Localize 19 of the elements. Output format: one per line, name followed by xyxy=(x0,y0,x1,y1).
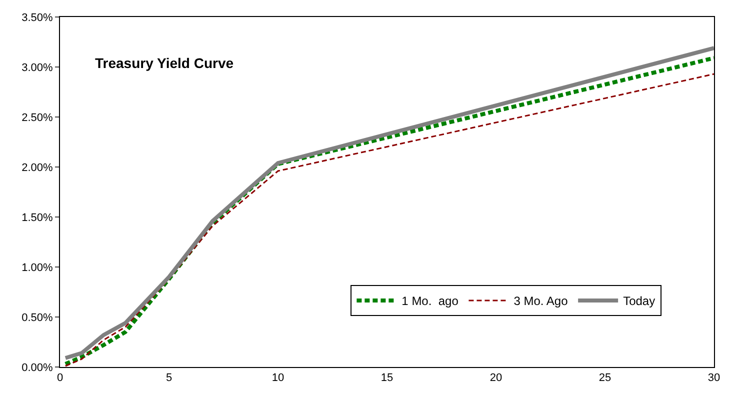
y-tick-label: 1.00% xyxy=(22,262,54,274)
legend-label: 3 Mo. Ago xyxy=(514,294,568,308)
y-tick-label: 2.00% xyxy=(22,162,54,174)
y-tick-label: 2.50% xyxy=(22,112,54,124)
legend-label: Today xyxy=(623,294,656,308)
x-tick-label: 5 xyxy=(166,372,172,384)
x-tick-label: 30 xyxy=(708,372,720,384)
x-tick-label: 15 xyxy=(380,372,394,384)
x-tick-label: 25 xyxy=(598,372,612,384)
legend-label: 1 Mo. ago xyxy=(402,294,459,308)
y-tick-label: 3.50% xyxy=(22,12,54,24)
text: Treasury Yield Curve xyxy=(95,55,234,71)
y-tick-label: 0.50% xyxy=(22,312,54,324)
x-tick-label: 10 xyxy=(272,372,284,384)
y-tick-label: 0.00% xyxy=(22,362,54,374)
y-tick-label: 3.00% xyxy=(22,62,54,74)
y-tick-label: 1.50% xyxy=(22,212,54,224)
x-tick-label: 0 xyxy=(56,372,64,384)
x-tick-label: 20 xyxy=(490,372,502,384)
